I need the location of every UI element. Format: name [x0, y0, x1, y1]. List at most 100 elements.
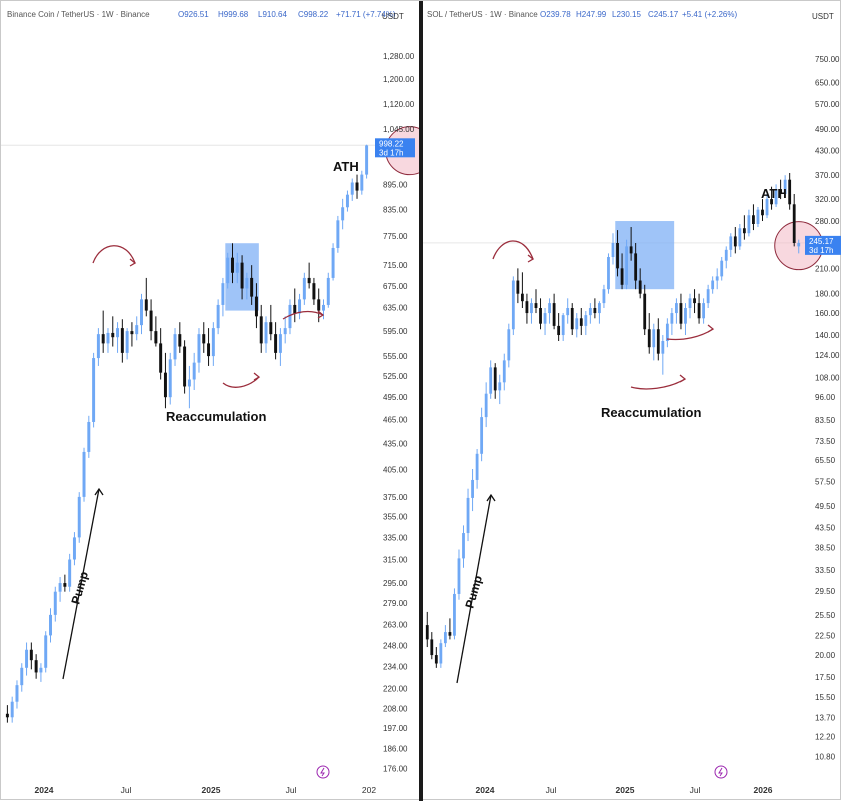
bnb-x-tick: 202 — [362, 785, 376, 795]
sol-candle-body — [439, 643, 443, 664]
sol-x-tick: 2025 — [616, 785, 635, 795]
bnb-candle-body — [5, 713, 9, 718]
sol-y-tick: 650.00 — [815, 79, 840, 88]
sol-candle-body — [797, 242, 801, 247]
bnb-y-tick: 595.00 — [383, 327, 408, 336]
panel-divider — [419, 1, 423, 801]
bnb-candle-body — [34, 660, 38, 673]
sol-candle-body — [548, 303, 551, 314]
sol-candle-body — [448, 632, 452, 636]
bnb-last-price-value: 998.22 — [379, 139, 404, 148]
sol-y-tick: 65.50 — [815, 456, 836, 465]
sol-candle-body — [665, 323, 669, 342]
sol-candle-body — [656, 329, 660, 354]
bnb-y-tick: 263.00 — [383, 620, 408, 629]
bnb-candle-body — [365, 145, 369, 175]
bnb-x-tick: Jul — [121, 785, 132, 795]
bnb-candle-body — [49, 614, 52, 636]
sol-y-tick: 750.00 — [815, 55, 840, 64]
sol-header-change: +5.41 (+2.26%) — [682, 10, 737, 19]
sol-candle-body — [598, 303, 601, 314]
bnb-y-tick: 176.00 — [383, 765, 408, 774]
sol-candle-body — [765, 199, 769, 216]
sol-candle-body — [724, 249, 728, 261]
bnb-header-change: +71.71 (+7.74%) — [336, 10, 396, 19]
bnb-y-tick: 675.00 — [383, 282, 408, 291]
sol-y-tick: 38.50 — [815, 543, 836, 552]
bnb-candle-body — [58, 583, 62, 592]
bnb-candle-body — [111, 332, 115, 338]
sol-pump-arrow-head — [486, 493, 496, 502]
sol-candle-body — [602, 289, 606, 304]
sol-candle-body — [498, 382, 502, 391]
sol-candle-body — [711, 280, 715, 290]
bnb-x-tick: 2025 — [202, 785, 221, 795]
bnb-y-tick: 355.00 — [383, 513, 408, 522]
bnb-x-tick: Jul — [286, 785, 297, 795]
sol-y-tick: 320.00 — [815, 195, 840, 204]
bnb-lightning-icon[interactable] — [316, 765, 330, 779]
bnb-y-tick: 1,045.00 — [383, 125, 415, 134]
sol-y-tick: 20.00 — [815, 651, 836, 660]
bnb-candle-body — [269, 322, 273, 335]
bnb-y-tick: 495.00 — [383, 393, 408, 402]
bnb-candle-body — [173, 334, 177, 360]
bnb-candle-body — [298, 299, 302, 314]
sol-y-tick: 12.20 — [815, 732, 836, 741]
bnb-candle-body — [274, 334, 278, 353]
bnb-header-low: L910.64 — [258, 10, 287, 19]
sol-candle-body — [684, 308, 687, 324]
bnb-header-open: O926.51 — [178, 10, 209, 19]
bnb-y-tick: 715.00 — [383, 261, 408, 270]
bnb-candle-body — [350, 182, 354, 195]
bnb-header-high: H999.68 — [218, 10, 249, 19]
bnb-pump-arrow-head — [94, 487, 104, 496]
sol-y-tick: 29.50 — [815, 587, 836, 596]
sol-candle-body — [647, 329, 651, 348]
bnb-y-tick: 1,200.00 — [383, 75, 415, 84]
sol-candle-body — [525, 301, 529, 314]
sol-candle-body — [507, 329, 511, 361]
sol-candle-body — [697, 303, 701, 319]
sol-candle-body — [675, 303, 678, 314]
bnb-candle-body — [149, 310, 153, 332]
sol-lightning-icon[interactable] — [714, 765, 728, 779]
sol-candle-body — [462, 533, 465, 559]
sol-ath-label: ATH — [761, 186, 787, 201]
bnb-candle-body — [202, 334, 206, 344]
sol-y-tick: 43.50 — [815, 523, 836, 532]
bnb-y-tick: 234.00 — [383, 662, 408, 671]
bnb-candle-body — [168, 359, 172, 398]
bnb-y-tick: 435.00 — [383, 440, 408, 449]
bnb-candle-body — [197, 334, 201, 363]
bnb-candle-body — [77, 496, 81, 538]
sol-candle-body — [489, 367, 493, 394]
sol-candle-body — [530, 303, 533, 314]
sol-y-tick: 430.00 — [815, 146, 840, 155]
sol-candle-body — [792, 204, 796, 243]
bnb-candle-body — [216, 304, 220, 329]
bnb-candle-body — [288, 304, 292, 329]
bnb-candle-body — [68, 559, 72, 587]
sol-curved-arrow — [666, 328, 714, 341]
sol-highlight-box — [615, 221, 675, 290]
sol-candle-body — [475, 453, 479, 480]
bnb-candle-body — [240, 262, 244, 289]
sol-y-tick: 570.00 — [815, 100, 840, 109]
sol-candle-body — [534, 303, 538, 309]
sol-candle-body — [643, 293, 647, 330]
sol-candle-body — [629, 246, 633, 254]
bnb-candle-body — [10, 701, 14, 718]
bnb-candle-body — [231, 257, 234, 273]
sol-pump-label: Pump — [462, 574, 485, 610]
bnb-currency-label: USDT — [382, 12, 404, 21]
sol-candle-body — [570, 308, 574, 330]
sol-candle-body — [625, 246, 628, 285]
sol-candle-body — [761, 209, 764, 216]
sol-candle-body — [607, 256, 610, 290]
sol-candles — [425, 172, 801, 668]
sol-curved-arrow-head — [527, 254, 535, 263]
bnb-curved-arrow-head — [317, 310, 325, 319]
sol-header-close: C245.17 — [648, 10, 679, 19]
bnb-candle-body — [278, 334, 282, 353]
